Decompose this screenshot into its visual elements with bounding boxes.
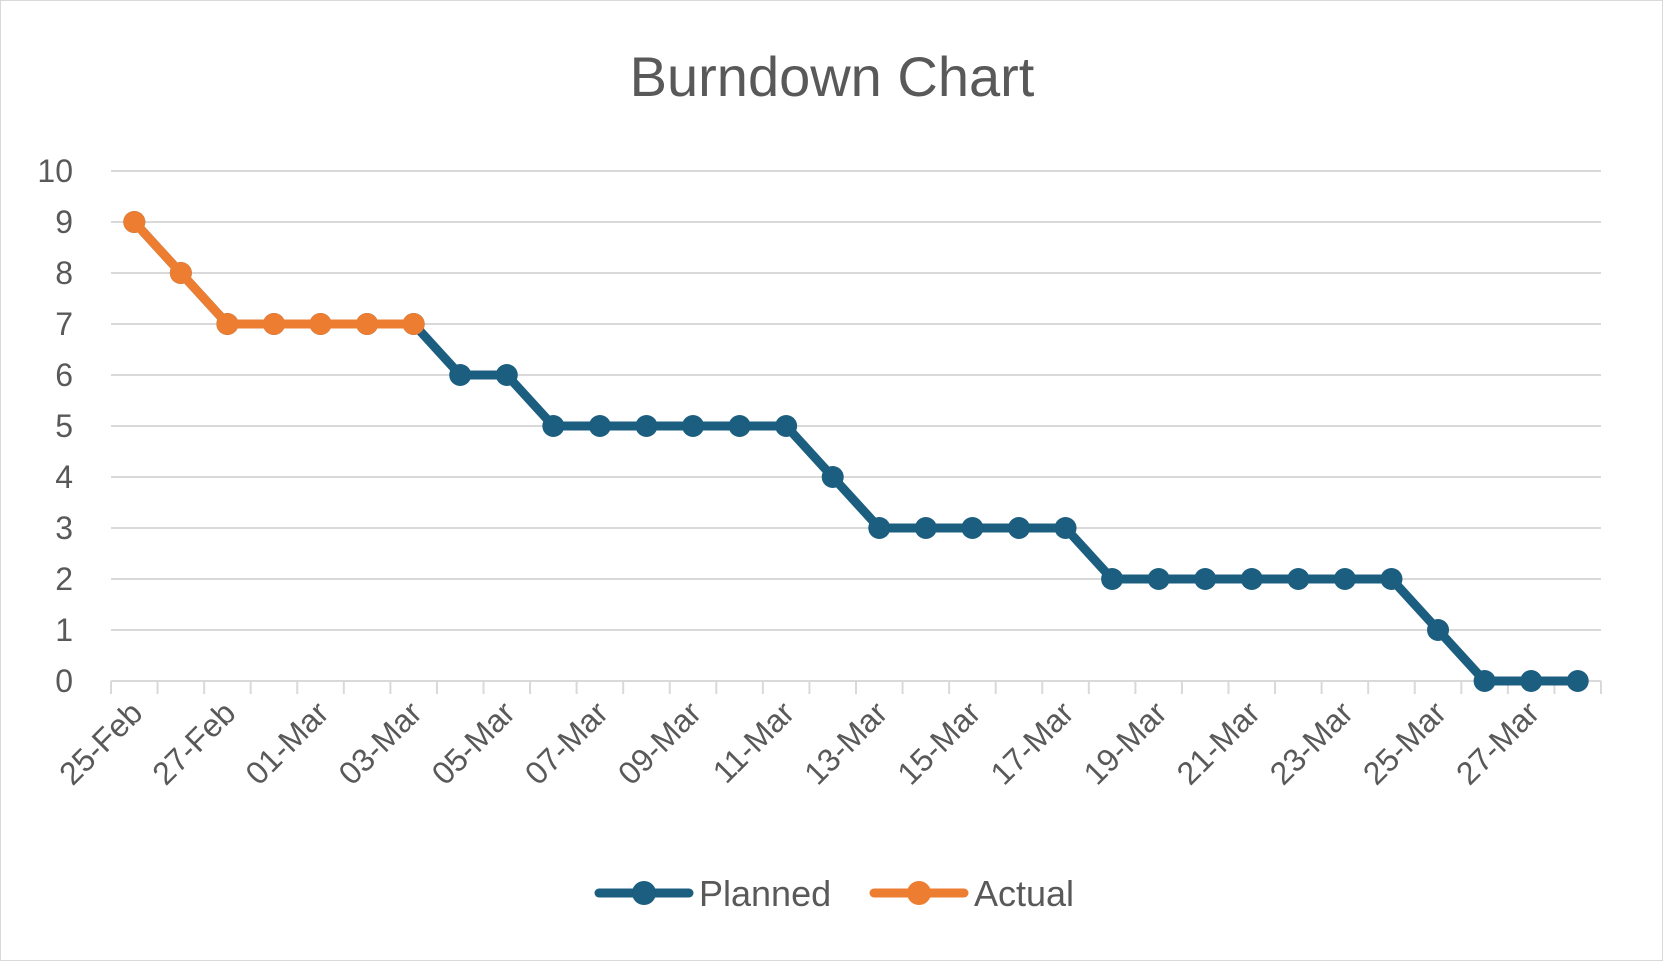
data-point-actual xyxy=(262,313,285,335)
x-tick-label: 19-Mar xyxy=(1076,694,1173,791)
data-point-planned xyxy=(682,415,705,437)
x-tick-label: 25-Mar xyxy=(1356,694,1453,791)
data-point-planned xyxy=(821,466,844,488)
legend-label: Planned xyxy=(699,873,831,914)
y-tick-label: 8 xyxy=(55,255,73,291)
data-point-planned xyxy=(914,517,937,539)
data-point-planned xyxy=(449,364,472,386)
data-point-planned xyxy=(635,415,658,437)
x-tick-label: 27-Mar xyxy=(1449,694,1546,791)
data-point-planned xyxy=(495,364,518,386)
x-tick-label: 23-Mar xyxy=(1263,694,1360,791)
data-point-planned xyxy=(1287,568,1310,590)
y-tick-label: 0 xyxy=(55,663,73,699)
x-tick-label: 21-Mar xyxy=(1170,694,1267,791)
y-tick-label: 2 xyxy=(55,561,73,597)
series-planned xyxy=(123,211,1589,692)
y-tick-label: 6 xyxy=(55,357,73,393)
legend-item-planned: Planned xyxy=(594,873,831,914)
data-point-actual xyxy=(169,262,192,284)
y-tick-label: 4 xyxy=(55,459,73,495)
legend: Planned Actual xyxy=(594,873,1074,914)
x-tick-label: 07-Mar xyxy=(518,694,615,791)
data-point-planned xyxy=(775,415,798,437)
x-tick-label: 05-Mar xyxy=(425,694,522,791)
data-point-actual xyxy=(402,313,425,335)
x-tick-label: 01-Mar xyxy=(238,694,335,791)
y-tick-label: 1 xyxy=(55,612,73,648)
axes: 0 1 2 3 4 5 6 7 8 9 10 25-Feb27-Feb01-Mar03-Mar05-M… xyxy=(37,153,1602,792)
data-point-planned xyxy=(1101,568,1124,590)
data-point-actual xyxy=(356,313,379,335)
x-tick-label: 13-Mar xyxy=(797,694,894,791)
y-tick-label: 7 xyxy=(55,306,73,342)
y-tick-label: 9 xyxy=(55,204,73,240)
y-tick-label: 3 xyxy=(55,510,73,546)
data-point-planned xyxy=(1240,568,1263,590)
data-point-planned xyxy=(1473,670,1496,692)
data-point-planned xyxy=(1566,670,1589,692)
legend-marker xyxy=(632,881,656,905)
y-tick-label: 10 xyxy=(37,153,73,189)
data-point-planned xyxy=(542,415,565,437)
x-tick-label: 17-Mar xyxy=(983,694,1080,791)
x-tick-label: 09-Mar xyxy=(611,694,708,791)
x-tick-label: 11-Mar xyxy=(706,694,802,790)
legend-label: Actual xyxy=(974,873,1074,914)
series-actual xyxy=(123,211,425,335)
x-tick-label: 15-Mar xyxy=(890,694,987,791)
data-point-planned xyxy=(1007,517,1030,539)
data-point-actual xyxy=(309,313,332,335)
data-point-planned xyxy=(1147,568,1170,590)
series-line-planned xyxy=(129,217,1583,686)
data-point-planned xyxy=(1333,568,1356,590)
x-tick-label: 03-Mar xyxy=(331,694,428,791)
data-point-planned xyxy=(1054,517,1077,539)
x-tick-label: 27-Feb xyxy=(145,694,242,791)
data-point-planned xyxy=(1520,670,1543,692)
y-tick-label: 5 xyxy=(55,408,73,444)
gridlines xyxy=(111,170,1601,631)
data-point-planned xyxy=(728,415,751,437)
legend-item-actual: Actual xyxy=(869,873,1074,914)
data-point-actual xyxy=(123,211,146,233)
data-point-planned xyxy=(1427,619,1450,641)
data-point-planned xyxy=(1194,568,1217,590)
data-point-actual xyxy=(216,313,239,335)
data-point-planned xyxy=(961,517,984,539)
data-point-planned xyxy=(868,517,891,539)
data-point-planned xyxy=(1380,568,1403,590)
plot-series xyxy=(123,211,1589,692)
data-point-planned xyxy=(588,415,611,437)
legend-marker xyxy=(907,881,931,905)
chart-title: Burndown Chart xyxy=(630,45,1035,108)
x-tick-label: 25-Feb xyxy=(52,694,149,791)
